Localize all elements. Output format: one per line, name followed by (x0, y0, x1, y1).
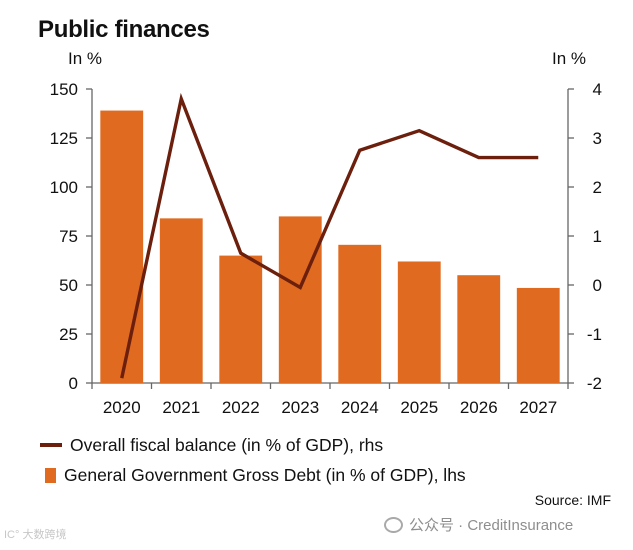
chart-title: Public finances (38, 16, 210, 43)
legend-item-gross-debt: General Government Gross Debt (in % of G… (40, 463, 466, 487)
right-tick-label: 1 (593, 227, 602, 246)
watermark-right: 公众号 · CreditInsurance (384, 514, 573, 535)
left-axis-unit-label: In % (68, 49, 102, 68)
left-tick-label: 100 (50, 178, 78, 197)
left-tick-label: 150 (50, 80, 78, 99)
fiscal-balance-line (120, 92, 539, 379)
watermark-right-text: 公众号 · CreditInsurance (409, 517, 574, 534)
left-tick-label: 25 (59, 325, 78, 344)
left-tick-label: 125 (50, 129, 78, 148)
x-tick-label: 2026 (460, 398, 498, 417)
x-tick-label: 2024 (341, 398, 379, 417)
debt-bar (278, 216, 322, 383)
right-tick-label: -2 (587, 374, 602, 393)
left-tick-label: 0 (69, 374, 78, 393)
right-tick-label: 2 (593, 178, 602, 197)
debt-bar (338, 244, 382, 383)
legend-line-swatch (40, 443, 62, 447)
x-tick-label: 2027 (519, 398, 557, 417)
x-tick-label: 2021 (162, 398, 200, 417)
debt-bar (100, 110, 144, 383)
watermark-left: IC° 大数跨境 (4, 529, 67, 541)
x-tick-label: 2025 (400, 398, 438, 417)
debt-bar (516, 287, 560, 383)
right-tick-label: 4 (593, 80, 602, 99)
right-tick-label: -1 (587, 325, 602, 344)
left-tick-label: 50 (59, 276, 78, 295)
source-note: Source: IMF (534, 492, 611, 508)
wechat-icon (384, 516, 403, 533)
legend-label-gross-debt: General Government Gross Debt (in % of G… (64, 464, 466, 485)
debt-bar (457, 275, 501, 383)
legend-bar-swatch (45, 467, 56, 483)
legend-item-fiscal-balance: Overall fiscal balance (in % of GDP), rh… (40, 433, 383, 457)
debt-bar (159, 218, 203, 383)
right-tick-label: 0 (593, 276, 602, 295)
left-tick-label: 75 (59, 227, 78, 246)
right-axis-unit-label: In % (552, 49, 586, 68)
right-tick-label: 3 (593, 129, 602, 148)
x-tick-label: 2020 (103, 398, 141, 417)
legend-label-fiscal-balance: Overall fiscal balance (in % of GDP), rh… (70, 434, 384, 455)
debt-bar (219, 255, 263, 383)
debt-bar (397, 261, 441, 383)
x-tick-label: 2023 (281, 398, 319, 417)
x-tick-label: 2022 (222, 398, 260, 417)
